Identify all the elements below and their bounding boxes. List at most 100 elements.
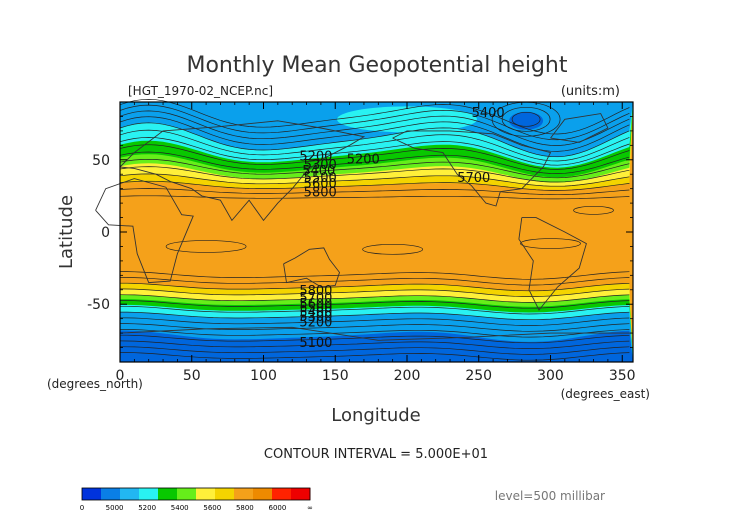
x-tick-label: 100 — [250, 368, 277, 384]
fill-low-core — [509, 111, 544, 130]
chart-title: Monthly Mean Geopotential height — [186, 53, 567, 78]
contour-line — [119, 104, 630, 141]
x-tick-label: 350 — [609, 368, 636, 384]
colorbar-tick-label: 0 — [80, 504, 84, 512]
colorbar-swatch — [177, 488, 197, 500]
x-axis: 0 50 100 150 200 250 300 350 — [116, 102, 636, 384]
contour-line — [573, 205, 614, 215]
contour-label: 5800 — [299, 284, 332, 299]
colorbar-swatch — [82, 488, 102, 500]
x-tick-label: 150 — [322, 368, 349, 384]
contour-line — [120, 311, 630, 321]
x-tick-label: 0 — [116, 368, 125, 384]
contour-line — [119, 294, 630, 303]
contour-label: 5600 — [299, 297, 332, 312]
coastline — [119, 326, 633, 341]
colorbar — [81, 487, 311, 501]
colorbar-tick-label: 5200 — [138, 504, 156, 512]
coastlines — [95, 113, 633, 341]
coastline — [392, 130, 552, 207]
contour-line — [119, 116, 630, 152]
colorbar-tick-label: 5000 — [106, 504, 124, 512]
colorbar-tick-label: ∞ — [307, 504, 313, 512]
colorbar-frame — [81, 487, 311, 501]
contour-interval-text: CONTOUR INTERVAL = 5.000E+01 — [264, 447, 488, 462]
contour-line — [119, 166, 630, 183]
y-axis: -50 0 50 — [87, 116, 633, 348]
contour-line — [119, 340, 630, 349]
contour-line — [120, 282, 630, 292]
colorbar-swatch — [196, 488, 216, 500]
fill-band-south — [120, 330, 633, 362]
contour-label: 5300 — [299, 310, 332, 325]
colorbar-swatch — [158, 488, 178, 500]
colorbar-swatch — [291, 488, 311, 500]
colorbar-swatch — [120, 488, 140, 500]
contour-label: 5200 — [347, 152, 380, 167]
contour-label: 5400 — [472, 106, 505, 121]
contour-label: 5400 — [302, 164, 335, 179]
coastline — [119, 120, 366, 222]
contour-label: 5200 — [299, 149, 332, 164]
y-axis-label: Latitude — [56, 195, 77, 269]
contour-line — [119, 110, 630, 146]
y-unit-label: (degrees_north) — [47, 377, 143, 391]
colorbar-tick-label: 5800 — [236, 504, 254, 512]
contour-line — [120, 329, 630, 338]
contour-line — [119, 122, 630, 158]
contour-line — [520, 238, 581, 249]
contour-line — [165, 240, 247, 253]
y-tick-label: 50 — [92, 153, 110, 169]
contour-line — [119, 151, 630, 174]
contour-label: 5500 — [299, 301, 332, 316]
contour-line — [119, 346, 630, 355]
units-label: (units:m) — [561, 84, 620, 99]
plot-area: 5200530054005500560058005200570054005800… — [95, 99, 634, 363]
contour-line — [120, 300, 630, 309]
y-tick-label: 0 — [101, 225, 110, 241]
contour-label: 5500 — [304, 171, 337, 186]
contour-label: 5100 — [299, 336, 332, 351]
coastline — [550, 113, 609, 143]
contour-line — [120, 352, 630, 361]
contour-line — [119, 288, 630, 297]
coastline — [283, 247, 341, 288]
x-tick-label: 200 — [394, 368, 421, 384]
contour-label: 5300 — [304, 158, 337, 173]
colorbar-tick-label: 5600 — [203, 504, 221, 512]
colorbar-swatch — [253, 488, 273, 500]
contour-line — [119, 180, 630, 191]
y-tick-label: -50 — [87, 297, 110, 313]
contour-line — [119, 317, 630, 326]
colorbar-tick-label: 5400 — [171, 504, 189, 512]
contour-line — [119, 173, 630, 187]
colorbar-tick-label: 6000 — [269, 504, 287, 512]
contour-line — [119, 158, 630, 179]
contour-line — [120, 305, 630, 315]
contour-line — [119, 144, 630, 170]
contour-line — [120, 334, 630, 344]
x-axis-label: Longitude — [331, 405, 421, 426]
coastline — [95, 178, 194, 284]
colorbar-tick-labels: 0 5000 5200 5400 5600 5800 6000 ∞ — [80, 504, 313, 512]
contour-line — [119, 99, 630, 135]
colorbar-swatch — [101, 488, 121, 500]
contour-line — [120, 277, 630, 286]
colorbar-swatch — [234, 488, 254, 500]
contour-label: 5700 — [457, 171, 490, 186]
colorbar-swatch — [272, 488, 292, 500]
coastline — [518, 217, 587, 311]
contour-labels: 5200530054005500560058005200570054005800… — [299, 106, 504, 351]
colorbar-swatch — [139, 488, 159, 500]
contour-line — [362, 243, 423, 255]
x-tick-label: 50 — [183, 368, 201, 384]
contour-label: 5800 — [304, 186, 337, 201]
contour-line — [120, 271, 630, 280]
file-label: [HGT_1970-02_NCEP.nc] — [128, 84, 273, 98]
contour-line — [119, 129, 630, 162]
contour-label: 5200 — [299, 316, 332, 331]
contour-line — [501, 106, 551, 132]
contour-line — [511, 111, 541, 127]
contour-label: 5600 — [304, 177, 337, 192]
